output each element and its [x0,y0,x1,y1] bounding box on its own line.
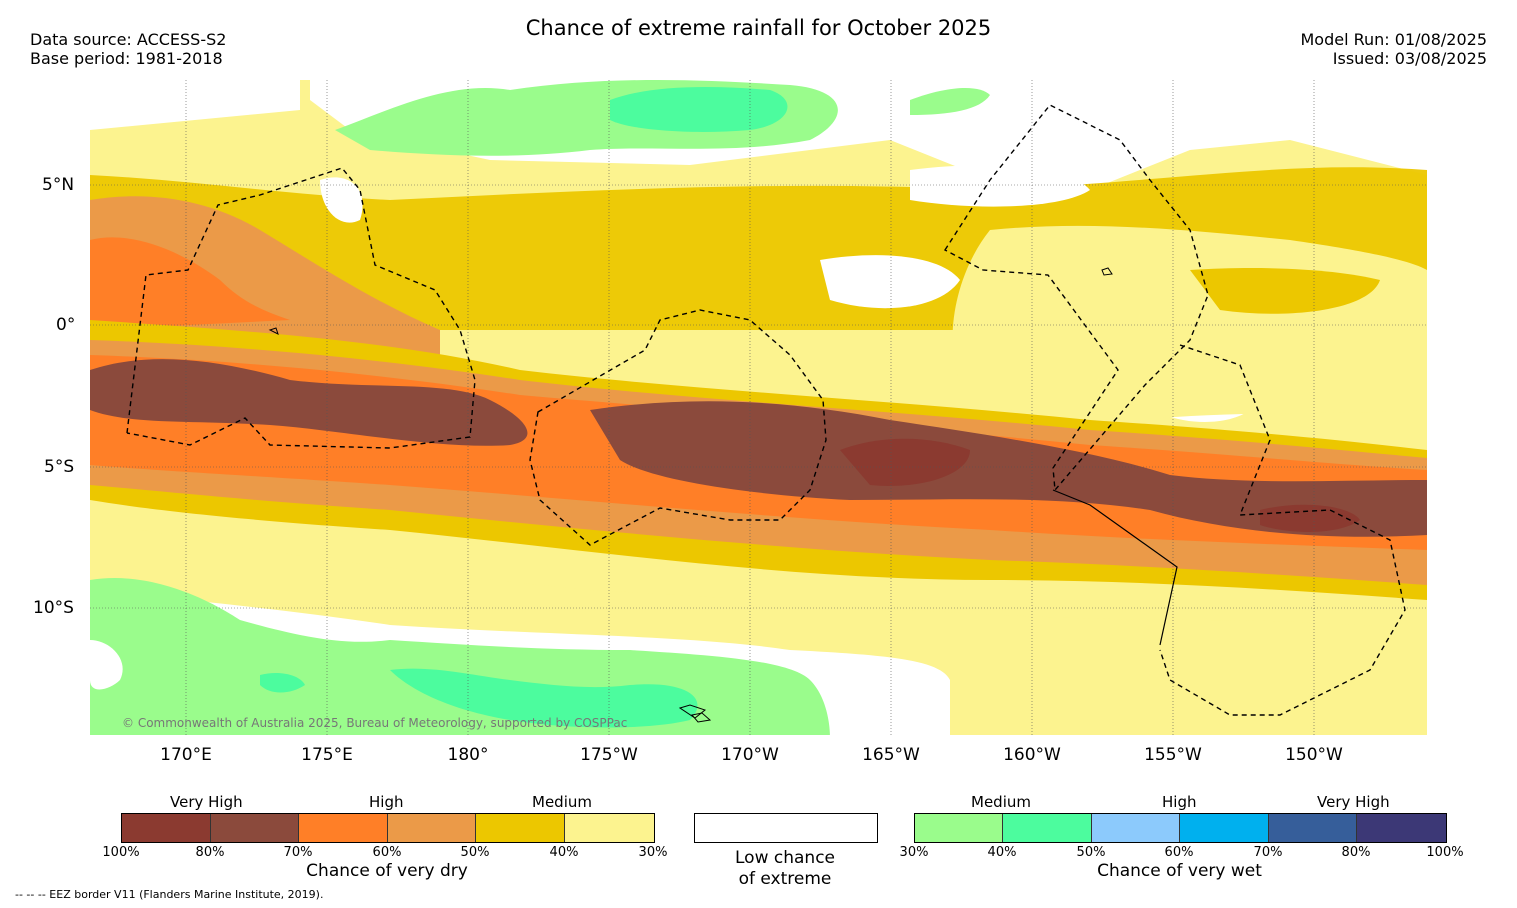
lat-label-0: 0° [56,315,76,335]
lon-label-165w: 165°W [862,745,920,765]
wet-level-very-high: Very High [1317,793,1390,811]
lat-label-5s: 5°S [44,457,75,477]
lon-label-160w: 160°W [1003,745,1061,765]
dry-tick: 40% [549,845,579,860]
header-left: Data source: ACCESS-S2 Base period: 1981… [30,30,226,68]
wet-legend-bar [914,813,1447,843]
lon-label-155w: 155°W [1144,745,1202,765]
rainfall-map [90,80,1427,735]
dry-legend-bar [121,813,655,843]
header-right: Model Run: 01/08/2025 Issued: 03/08/2025 [1301,30,1488,68]
dry-swatch [476,814,565,842]
lon-label-175w: 175°W [580,745,638,765]
dry-level-medium: Medium [532,793,592,811]
wet-tick: 30% [899,845,929,860]
lon-label-170w: 170°W [721,745,779,765]
wet-tick: 100% [1426,845,1464,860]
dry-very-high-region [90,359,528,446]
dry-swatch [565,814,654,842]
dry-swatch [388,814,476,842]
wet-legend-caption: Chance of very wet [1097,861,1262,881]
copyright-text: © Commonwealth of Australia 2025, Bureau… [122,716,628,730]
dry-tick: 100% [102,845,140,860]
lon-label-175e: 175°E [301,745,353,765]
low-caption-line2: of extreme [738,869,832,889]
wet-swatch [1003,814,1092,842]
wet-swatch [1269,814,1357,842]
dry-level-very-high: Very High [170,793,243,811]
dry-level-high: High [369,793,404,811]
wet-tick: 50% [1076,845,1106,860]
dry-swatch [299,814,388,842]
issued-text: Issued: 03/08/2025 [1332,49,1487,68]
dry-swatch [211,814,299,842]
lon-label-180: 180° [447,745,489,765]
lon-label-150w: 150°W [1285,745,1343,765]
dry-legend-caption: Chance of very dry [306,861,468,881]
eez-borders [126,104,1406,716]
dry-tick: 80% [195,845,225,860]
dry-tick: 30% [638,845,668,860]
low-caption-line1: Low chance [735,848,835,868]
wet-swatch [915,814,1003,842]
lat-label-5n: 5°N [42,175,75,195]
dry-tick: 70% [283,845,313,860]
lon-label-170e: 170°E [160,745,212,765]
low-chance-swatch [694,813,878,843]
island-outlines [268,267,1113,723]
wet-tick: 80% [1341,845,1371,860]
wet-level-medium: Medium [971,793,1031,811]
dry-tick: 60% [372,845,402,860]
data-source-text: Data source: ACCESS-S2 [30,30,227,49]
wet-tick: 60% [1164,845,1194,860]
wet-tick: 40% [987,845,1017,860]
low-legend-caption: Low chance of extreme [694,848,876,890]
wet-tick: 70% [1253,845,1283,860]
dry-tick: 50% [460,845,490,860]
map-title: Chance of extreme rainfall for October 2… [525,16,992,40]
wet-level-high: High [1162,793,1197,811]
dry-swatch [122,814,211,842]
wet-swatch [1092,814,1180,842]
eez-border-note: -- -- -- EEZ border V11 (Flanders Marine… [15,888,324,901]
wet-swatch [1357,814,1446,842]
base-period-text: Base period: 1981-2018 [30,49,223,68]
low-swatch [695,814,877,842]
wet-swatch [1180,814,1269,842]
model-run-text: Model Run: 01/08/2025 [1300,30,1488,49]
map-grid [90,80,1427,735]
lat-label-10s: 10°S [33,598,74,618]
